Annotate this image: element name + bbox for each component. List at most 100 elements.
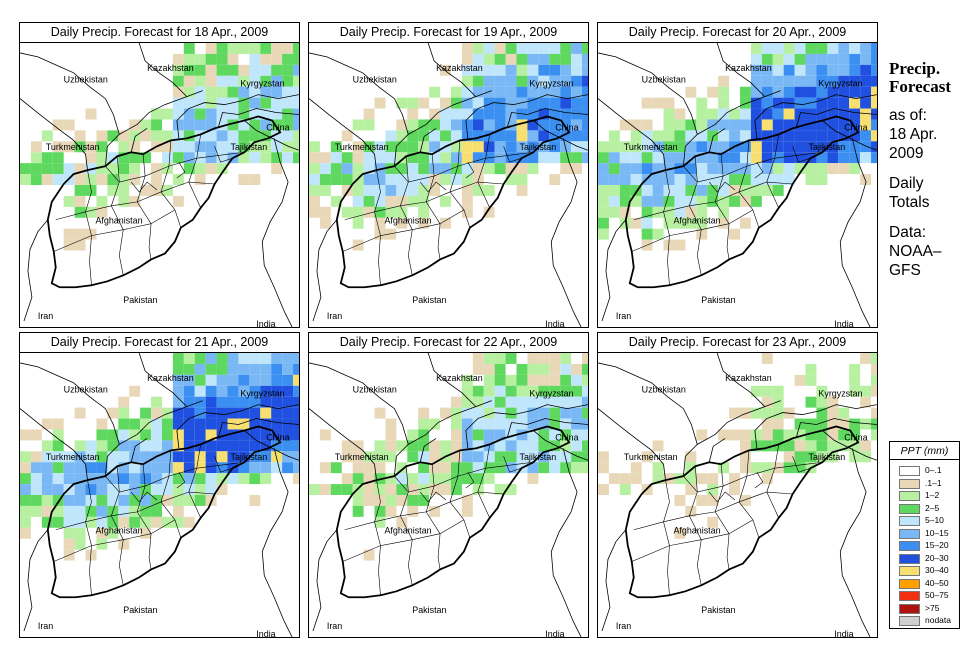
afghanistan-border	[46, 425, 282, 599]
country-label-china: China	[844, 432, 867, 442]
province-border	[394, 151, 534, 183]
province-border	[465, 472, 475, 489]
country-label-pakistan: Pakistan	[123, 605, 157, 615]
province-border	[176, 472, 186, 489]
legend-swatch	[899, 503, 920, 514]
country-border	[104, 90, 203, 167]
caption-data-line2: NOAA–	[889, 243, 942, 260]
country-border	[754, 94, 877, 139]
legend-label: 40–50	[925, 577, 949, 588]
forecast-panel: Daily Precip. Forecast for 22 Apr., 2009…	[308, 332, 589, 638]
province-border	[503, 456, 522, 473]
caption-headline: Precip. Forecast	[889, 60, 975, 96]
province-border	[633, 491, 793, 531]
province-border	[465, 162, 475, 179]
country-label-china: China	[555, 122, 578, 132]
province-border	[708, 491, 736, 503]
panel-title: Daily Precip. Forecast for 21 Apr., 2009	[20, 333, 299, 353]
country-label-india: India	[256, 319, 275, 327]
afghanistan-border	[624, 115, 860, 289]
precip-cells	[20, 43, 299, 251]
country-border	[839, 448, 871, 637]
legend-swatch	[899, 478, 920, 489]
country-border	[20, 52, 120, 135]
country-label-pakistan: Pakistan	[412, 295, 446, 305]
country-border	[708, 438, 726, 463]
country-label-iran: Iran	[616, 311, 631, 321]
country-border	[309, 52, 409, 135]
province-border	[374, 170, 381, 286]
legend-swatch	[899, 553, 920, 564]
country-label-turkmenistan: Turkmenistan	[335, 142, 389, 152]
country-label-india: India	[545, 629, 564, 637]
legend-label: 2–5	[925, 502, 940, 513]
province-border	[344, 181, 504, 221]
caption-headline-line2: Forecast	[889, 77, 951, 96]
afghanistan-border	[335, 115, 571, 289]
country-border	[104, 400, 203, 477]
province-border	[188, 134, 201, 208]
caption-headline-line1: Precip.	[889, 59, 941, 78]
country-border	[550, 448, 582, 637]
country-border	[822, 430, 877, 461]
country-label-uzbekistan: Uzbekistan	[642, 75, 686, 85]
country-label-iran: Iran	[38, 311, 53, 321]
forecast-panel: Daily Precip. Forecast for 20 Apr., 2009…	[597, 22, 878, 328]
country-label-uzbekistan: Uzbekistan	[353, 385, 397, 395]
afghanistan-border	[335, 425, 571, 599]
legend-swatch	[899, 591, 920, 601]
province-border	[689, 466, 702, 586]
country-border	[244, 430, 299, 461]
country-border	[312, 529, 338, 632]
ppt-legend: PPT (mm) 0–.1 .1–1 1–2 2–5 5–10 10–15 15–20 20–…	[889, 441, 960, 629]
province-border	[631, 519, 754, 562]
afghanistan-border	[624, 425, 860, 599]
country-label-uzbekistan: Uzbekistan	[353, 75, 397, 85]
province-border	[477, 444, 490, 518]
province-border	[766, 134, 779, 208]
province-border	[394, 461, 534, 493]
caption-totals-line2: Totals	[889, 194, 930, 211]
legend-swatch	[899, 616, 920, 626]
province-border	[214, 146, 233, 163]
panel-title: Daily Precip. Forecast for 22 Apr., 2009	[309, 333, 588, 353]
country-border	[796, 418, 877, 437]
country-label-kyrgyzstan: Kyrgyzstan	[818, 79, 862, 89]
country-label-kyrgyzstan: Kyrgyzstan	[529, 79, 573, 89]
province-border	[105, 151, 245, 183]
country-label-tajikistan: Tajikistan	[519, 452, 556, 462]
province-border	[55, 491, 215, 531]
forecast-panel: Daily Precip. Forecast for 23 Apr., 2009…	[597, 332, 878, 638]
legend-title: PPT (mm)	[890, 442, 959, 460]
province-border	[631, 209, 754, 252]
forecast-panel: Daily Precip. Forecast for 21 Apr., 2009…	[19, 332, 300, 638]
country-border	[550, 138, 582, 327]
precip-map: Kazakhstan Uzbekistan Kyrgyzstan China Turkm…	[598, 353, 877, 637]
country-label-kyrgyzstan: Kyrgyzstan	[529, 389, 573, 399]
country-border	[682, 400, 781, 477]
country-label-pakistan: Pakistan	[123, 295, 157, 305]
panel-title: Daily Precip. Forecast for 19 Apr., 2009	[309, 23, 588, 43]
country-border	[754, 404, 877, 449]
province-border	[425, 464, 441, 570]
panel-title: Daily Precip. Forecast for 23 Apr., 2009	[598, 333, 877, 353]
country-label-tajikistan: Tajikistan	[230, 142, 267, 152]
province-border	[53, 519, 176, 562]
precip-cells	[309, 43, 588, 251]
country-border	[218, 418, 299, 437]
legend-label: 50–75	[925, 590, 949, 600]
country-border	[261, 138, 293, 327]
legend-label: 0–.1	[925, 465, 942, 475]
country-border	[138, 43, 188, 97]
province-border	[663, 480, 670, 596]
country-border	[138, 353, 188, 407]
province-border	[111, 466, 124, 586]
province-border	[663, 170, 670, 286]
country-label-turkmenistan: Turkmenistan	[335, 452, 389, 462]
country-border	[218, 108, 299, 127]
country-border	[261, 448, 293, 637]
forecast-panel: Daily Precip. Forecast for 19 Apr., 2009…	[308, 22, 589, 328]
caption-date-line1: 18 Apr.	[889, 126, 938, 143]
country-label-afghanistan: Afghanistan	[673, 216, 720, 226]
country-label-uzbekistan: Uzbekistan	[64, 385, 108, 395]
